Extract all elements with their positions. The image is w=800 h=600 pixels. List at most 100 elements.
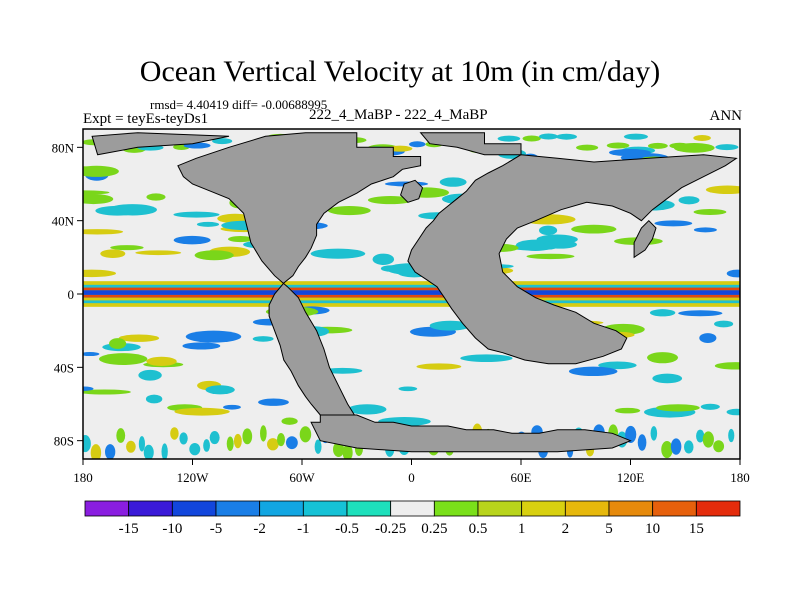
velocity-patch <box>333 441 345 458</box>
velocity-patch <box>83 386 94 391</box>
velocity-patch <box>497 135 521 142</box>
velocity-patch <box>322 367 363 374</box>
x-tick-label: 120W <box>177 470 210 485</box>
velocity-patch <box>203 439 210 452</box>
colorbar-swatch <box>390 500 435 517</box>
velocity-patch <box>209 431 220 445</box>
velocity-patch <box>223 404 241 410</box>
velocity-patch <box>693 134 711 141</box>
case-label: 222_4_MaBP - 222_4_MaBP <box>309 107 488 123</box>
velocity-patch <box>143 444 154 459</box>
colorbar-label: 1 <box>518 521 526 537</box>
velocity-patch <box>705 185 740 195</box>
velocity-patch <box>135 250 182 256</box>
colorbar-swatch <box>215 500 261 517</box>
colorbar-swatch <box>302 500 348 517</box>
colorbar-swatch <box>433 500 479 517</box>
velocity-patch <box>606 142 630 149</box>
velocity-patch <box>205 385 235 395</box>
colorbar-label: -15 <box>119 521 139 537</box>
equatorial-band <box>83 297 740 301</box>
colorbar-label: -2 <box>253 521 266 537</box>
velocity-patch <box>398 386 418 392</box>
equatorial-band <box>83 287 740 291</box>
x-tick-label: 0 <box>408 470 415 485</box>
velocity-patch <box>543 240 577 249</box>
velocity-patch <box>409 141 426 148</box>
colorbar-swatch <box>259 500 304 517</box>
velocity-patch <box>83 194 114 205</box>
velocity-patch <box>661 440 673 459</box>
velocity-patch <box>568 366 618 377</box>
colorbar-label: 2 <box>562 521 570 537</box>
colorbar-label: -0.25 <box>375 521 406 537</box>
x-tick-label: 120E <box>617 470 645 485</box>
colorbar-label: -1 <box>297 521 310 537</box>
velocity-patch <box>126 440 136 453</box>
colorbar-label: -5 <box>210 521 223 537</box>
velocity-patch <box>138 436 146 452</box>
velocity-patch <box>267 438 279 451</box>
velocity-patch <box>174 407 230 416</box>
velocity-patch <box>110 245 144 251</box>
velocity-patch <box>726 408 740 416</box>
x-tick-label: 180 <box>73 470 93 485</box>
y-tick-label: 40N <box>52 214 75 229</box>
velocity-patch <box>380 265 403 272</box>
velocity-patch <box>299 426 312 443</box>
x-tick-label: 180 <box>730 470 750 485</box>
velocity-patch <box>728 428 735 443</box>
velocity-patch <box>678 196 700 205</box>
velocity-patch <box>212 138 233 145</box>
stats-line: rmsd= 4.40419 diff= -0.00688995 <box>150 97 328 112</box>
velocity-patch <box>146 356 177 367</box>
velocity-patch <box>161 443 168 459</box>
island <box>633 219 657 259</box>
velocity-patch <box>669 142 691 149</box>
colorbar-label: 15 <box>689 521 704 537</box>
chart-title: Ocean Vertical Velocity at 10m (in cm/da… <box>139 55 661 88</box>
velocity-patch <box>439 177 467 187</box>
experiment-label: Expt = teyEs-teyDs1 <box>83 111 209 127</box>
velocity-patch <box>460 354 513 363</box>
land-mask <box>91 132 738 453</box>
colorbar-swatch <box>346 500 392 517</box>
velocity-patch <box>693 227 717 233</box>
velocity-patch <box>647 142 668 149</box>
velocity-patch <box>678 310 723 317</box>
velocity-patch <box>367 196 414 205</box>
velocity-patch <box>654 220 693 227</box>
velocity-patch <box>714 320 734 328</box>
velocity-patch <box>83 435 91 453</box>
velocity-patch <box>277 432 285 447</box>
colorbar-label: -10 <box>162 521 182 537</box>
y-tick-label: 80S <box>54 434 74 449</box>
continent <box>177 132 422 427</box>
velocity-patch <box>83 269 116 278</box>
colorbar-label: 5 <box>605 521 613 537</box>
velocity-patch <box>614 407 641 414</box>
velocity-patch <box>522 135 541 142</box>
colorbar-swatch <box>521 500 566 517</box>
velocity-patch <box>116 428 126 443</box>
velocity-patch <box>173 235 211 245</box>
velocity-patch <box>170 427 179 440</box>
velocity-patch <box>647 352 679 364</box>
velocity-patch <box>571 224 617 234</box>
y-tick-label: 40S <box>54 360 74 375</box>
velocity-patch <box>598 361 637 370</box>
equatorial-band <box>83 290 740 295</box>
velocity-patch <box>700 403 720 410</box>
velocity-patch <box>99 353 148 365</box>
velocity-patch <box>260 425 267 442</box>
velocity-patch <box>233 433 242 449</box>
velocity-patch <box>228 235 253 243</box>
colorbar-swatch <box>695 500 741 517</box>
velocity-patch <box>189 442 201 456</box>
velocity-patch <box>650 426 658 441</box>
x-tick-label: 60E <box>511 470 532 485</box>
velocity-patch <box>327 206 371 216</box>
velocity-patch <box>138 369 162 381</box>
velocity-patch <box>310 248 366 259</box>
velocity-patch <box>670 438 682 455</box>
